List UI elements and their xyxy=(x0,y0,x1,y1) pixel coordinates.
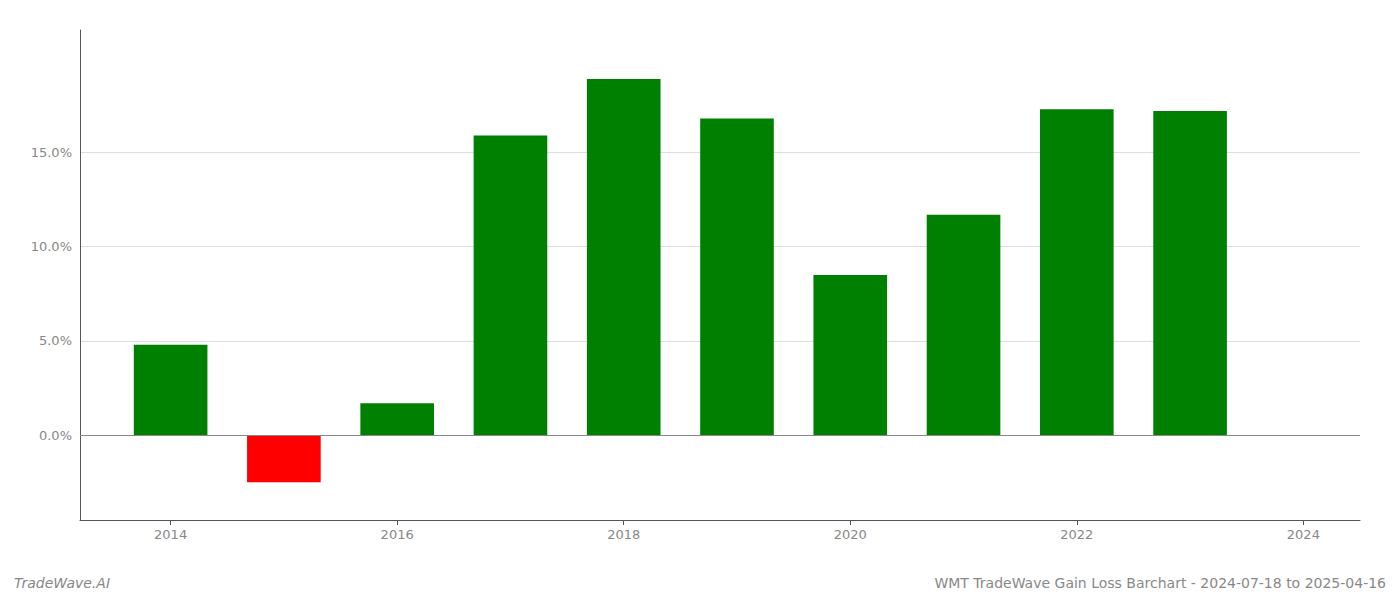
svg-text:2020: 2020 xyxy=(834,527,867,542)
svg-text:2024: 2024 xyxy=(1287,527,1320,542)
svg-text:2014: 2014 xyxy=(154,527,187,542)
svg-text:2016: 2016 xyxy=(381,527,414,542)
svg-text:TradeWave.AI: TradeWave.AI xyxy=(14,575,110,591)
svg-text:2018: 2018 xyxy=(607,527,640,542)
svg-text:0.0%: 0.0% xyxy=(39,428,72,443)
svg-text:WMT TradeWave Gain Loss Barcha: WMT TradeWave Gain Loss Barchart - 2024-… xyxy=(934,575,1386,591)
svg-text:2022: 2022 xyxy=(1060,527,1093,542)
svg-text:10.0%: 10.0% xyxy=(31,239,72,254)
svg-text:5.0%: 5.0% xyxy=(39,333,72,348)
svg-text:15.0%: 15.0% xyxy=(31,145,72,160)
